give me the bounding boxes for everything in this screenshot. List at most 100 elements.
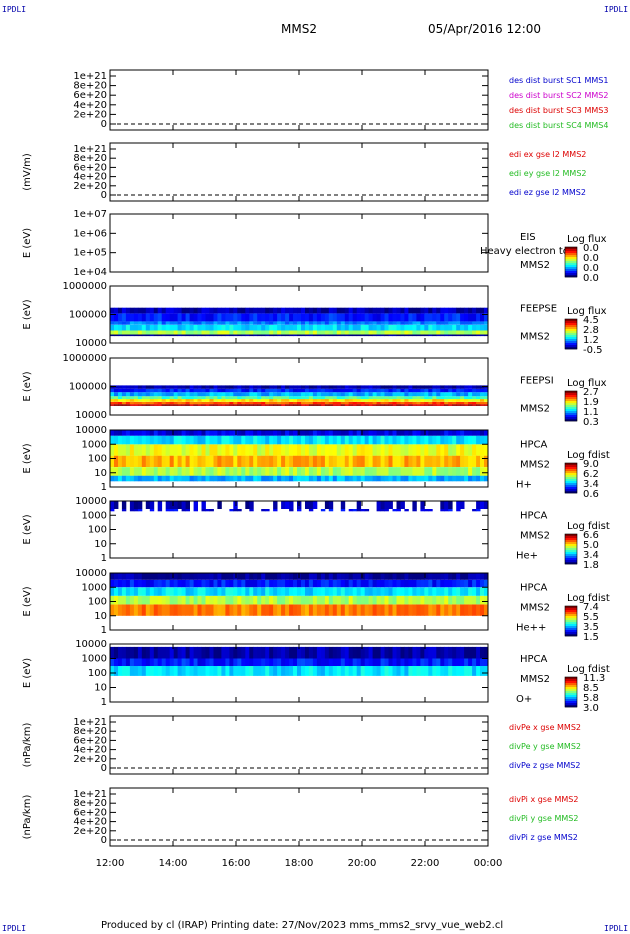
- spectrogram-cell: [161, 404, 167, 406]
- y-axis-label: E (eV): [22, 443, 33, 473]
- spectrogram-cell: [328, 321, 334, 325]
- spectrogram-cell: [277, 435, 282, 445]
- spectrogram-cell: [285, 467, 290, 476]
- spectrogram-cell: [408, 307, 413, 314]
- spectrogram-cell: [241, 396, 246, 400]
- spectrogram-cell: [165, 666, 171, 676]
- spectrogram-cell: [416, 307, 421, 314]
- spectrogram-cell: [110, 573, 115, 580]
- spectrogram-cell: [173, 404, 179, 406]
- spectrogram-cell: [145, 604, 151, 616]
- spectrogram-cell: [344, 396, 350, 400]
- spectrogram-cell: [448, 404, 453, 406]
- spectrogram-cell: [157, 587, 163, 596]
- spectrogram-cell: [273, 604, 278, 616]
- spectrogram-cell: [110, 579, 115, 588]
- spectrogram-cell: [225, 646, 230, 659]
- spectrogram-cell: [145, 307, 151, 314]
- spectrogram-cell: [380, 604, 385, 616]
- spectrogram-cell: [340, 321, 346, 325]
- spectrogram-cell: [165, 475, 171, 482]
- spectrogram-cell: [165, 658, 171, 666]
- spectrogram-cell: [197, 444, 202, 456]
- spectrogram-cell: [121, 444, 127, 456]
- colorbar-swatch: [565, 263, 577, 266]
- spectrogram-cell: [400, 444, 405, 456]
- spectrogram-cell: [464, 467, 469, 476]
- spectrogram-cell: [368, 404, 373, 406]
- spectrogram-cell: [213, 666, 218, 676]
- spectrogram-cell: [205, 509, 210, 512]
- spectrogram-cell: [476, 430, 481, 436]
- spectrogram-cell: [161, 334, 167, 337]
- colorbar-swatch: [565, 319, 577, 322]
- spectrogram-cell: [181, 399, 186, 402]
- spectrogram-cell: [448, 455, 453, 467]
- spectrogram-cell: [114, 321, 119, 325]
- spectrogram-cell: [424, 435, 429, 445]
- spectrogram-cell: [376, 646, 381, 659]
- spectrogram-cell: [165, 501, 171, 509]
- spectrogram-cell: [201, 604, 206, 616]
- spectrogram-cell: [237, 467, 242, 476]
- spectrogram-cell: [476, 587, 481, 596]
- spectrogram-cell: [110, 646, 115, 659]
- spectrogram-cell: [153, 455, 159, 467]
- spectrogram-cell: [328, 573, 334, 580]
- spectrogram-cell: [305, 313, 310, 322]
- colorbar-frame: [564, 390, 578, 422]
- y-axis-label: E (eV): [22, 514, 33, 544]
- colorbar-swatch: [565, 267, 577, 270]
- spectrogram-cell: [110, 604, 115, 616]
- spectrogram-cell: [213, 392, 218, 397]
- spectrogram-cell: [360, 313, 366, 322]
- spectrogram-cell: [388, 595, 393, 605]
- spectrogram-cell: [328, 313, 334, 322]
- spectrogram-cell: [320, 467, 326, 476]
- spectrogram-cell: [340, 334, 346, 337]
- colorbar-swatch: [565, 467, 577, 470]
- spectrogram-cell: [452, 388, 457, 393]
- spectrogram-cell: [249, 646, 254, 659]
- spectrogram-cell: [125, 313, 131, 322]
- spectrogram-cell: [312, 587, 318, 596]
- spectrogram-cell: [265, 404, 270, 406]
- spectrogram-cell: [110, 313, 115, 322]
- spectrogram-cell: [153, 388, 159, 393]
- spectrogram-cell: [301, 385, 306, 389]
- spectrogram-cell: [229, 334, 234, 337]
- spectrogram-cell: [448, 330, 453, 335]
- spectrogram-cell: [269, 455, 274, 467]
- spectrogram-cell: [360, 401, 366, 405]
- spectrogram-cell: [464, 595, 469, 605]
- spectrogram-cell: [301, 313, 306, 322]
- spectrogram-cell: [233, 313, 238, 322]
- spectrogram-cell: [297, 579, 302, 588]
- spectrogram-cell: [464, 401, 469, 405]
- y-tick-label: 10000: [75, 425, 107, 436]
- spectrogram-cell: [149, 509, 155, 512]
- spectrogram-cell: [173, 321, 179, 325]
- spectrogram-cell: [444, 475, 449, 482]
- spectrogram-cell: [464, 587, 469, 596]
- spectrogram-cell: [177, 435, 182, 445]
- spectrogram-cell: [416, 330, 421, 335]
- spectrogram-cell: [352, 399, 358, 402]
- spectrogram-cell: [436, 313, 441, 322]
- spectrogram-cell: [118, 307, 123, 314]
- spectrogram-cell: [145, 579, 151, 588]
- spectrogram-cell: [225, 579, 230, 588]
- spectrogram-cell: [412, 385, 417, 389]
- spectrogram-cell: [380, 509, 385, 512]
- spectrogram-cell: [348, 321, 354, 325]
- spectrogram-cell: [404, 330, 409, 335]
- spectrogram-cell: [404, 334, 409, 337]
- panel-note: Heavy electron to: [480, 246, 569, 257]
- spectrogram-cell: [305, 501, 310, 509]
- spectrogram-cell: [253, 404, 258, 406]
- spectrogram-cell: [285, 646, 290, 659]
- spectrogram-cell: [133, 604, 139, 616]
- spectrogram-cell: [360, 404, 366, 406]
- spectrogram-cell: [444, 399, 449, 402]
- colorbar-swatch: [565, 393, 577, 396]
